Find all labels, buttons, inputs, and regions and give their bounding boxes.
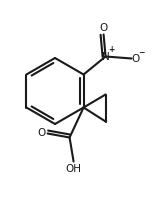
Text: O: O	[99, 22, 108, 33]
Text: +: +	[108, 45, 115, 54]
Text: O: O	[37, 129, 46, 138]
Text: −: −	[138, 48, 145, 57]
Text: OH: OH	[66, 164, 82, 173]
Text: O: O	[132, 54, 140, 63]
Text: N: N	[102, 52, 109, 62]
